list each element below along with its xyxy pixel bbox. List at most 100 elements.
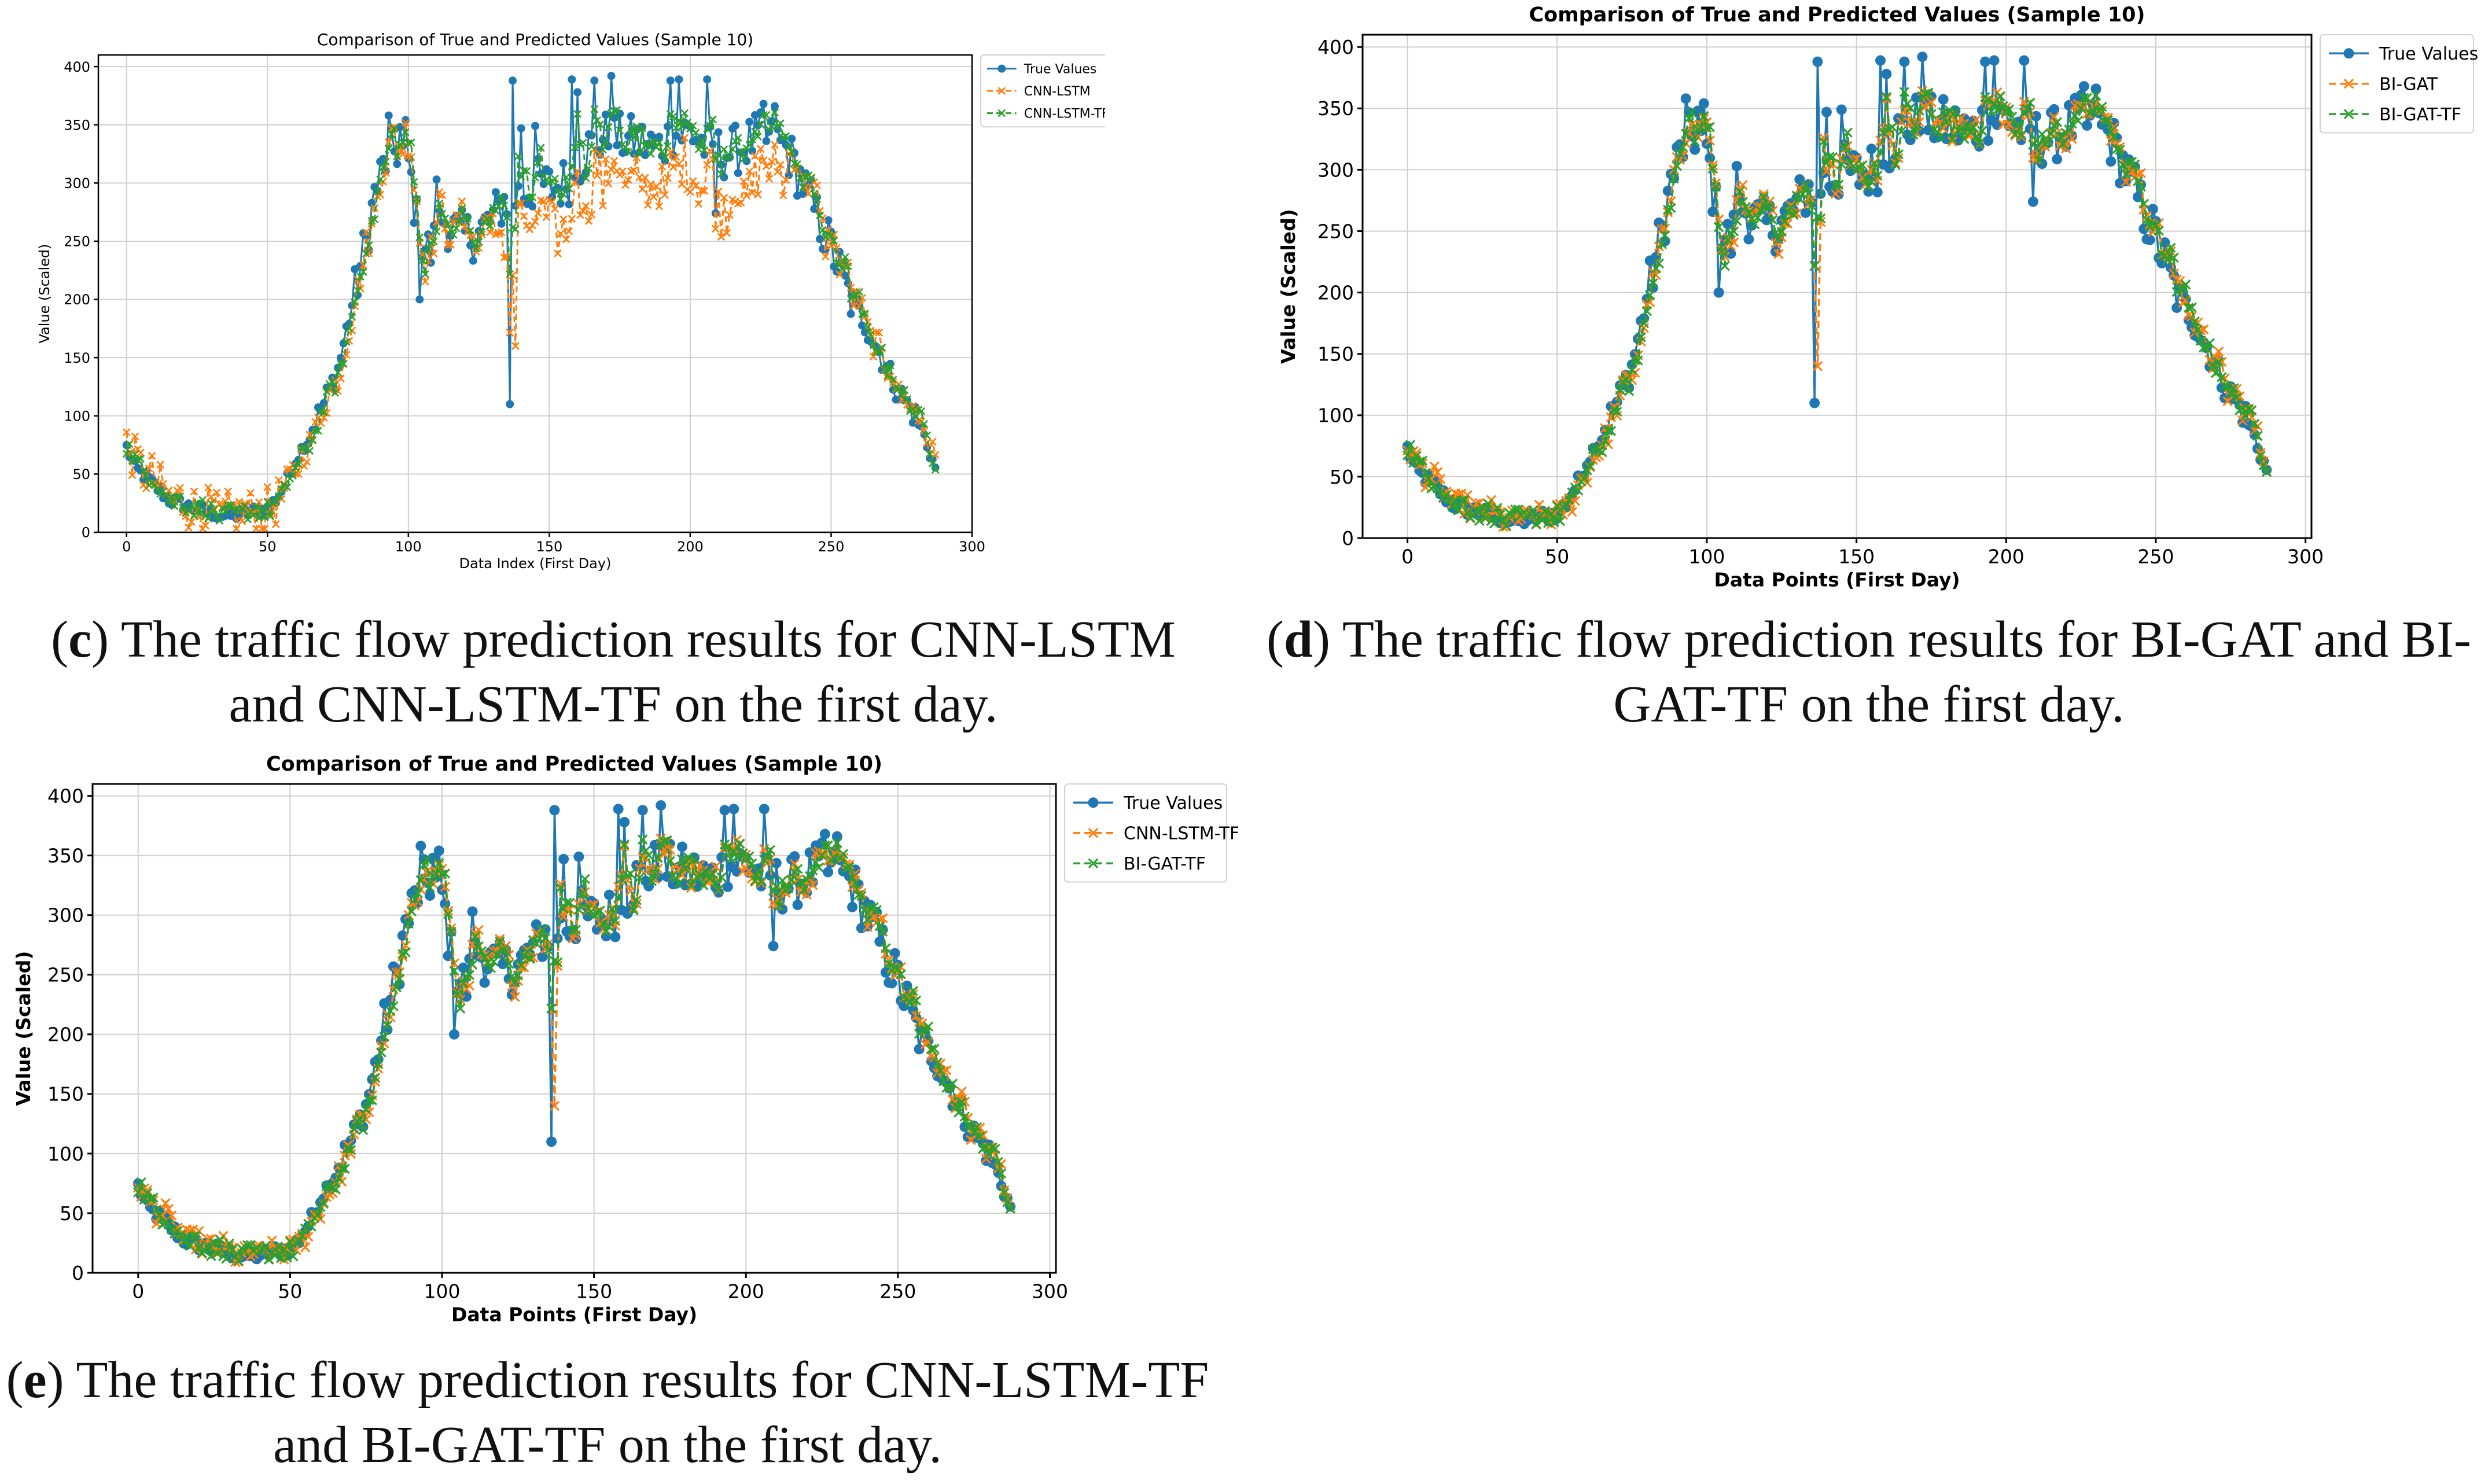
data-point (506, 270, 514, 278)
data-point (122, 450, 131, 458)
data-point (1705, 135, 1715, 146)
data-point (1773, 234, 1784, 244)
data-point (694, 200, 703, 208)
data-point (959, 1111, 970, 1122)
data-point (306, 1221, 316, 1232)
data-point (283, 465, 292, 474)
data-point (2046, 128, 2056, 139)
data-point (415, 295, 424, 304)
data-point (893, 964, 903, 974)
data-point (511, 225, 520, 233)
data-point (653, 863, 663, 874)
data-point (342, 337, 351, 346)
data-point (1941, 116, 1952, 127)
data-point (365, 241, 373, 249)
data-point (479, 952, 490, 963)
data-point (753, 866, 764, 877)
data-point (739, 177, 748, 186)
data-point (1947, 136, 1957, 147)
data-point (2115, 145, 2125, 155)
data-point (2261, 467, 2272, 477)
data-point (520, 167, 528, 175)
data-point (393, 152, 402, 160)
data-point (1833, 179, 1844, 190)
data-point (789, 851, 800, 862)
data-point (415, 233, 424, 242)
data-point (1857, 160, 1868, 171)
data-point (464, 980, 475, 991)
data-point (2243, 403, 2254, 414)
data-point (672, 124, 680, 132)
data-point (2252, 430, 2263, 441)
data-point (896, 969, 906, 979)
data-point (914, 417, 923, 425)
data-point (832, 838, 842, 848)
y-tick-label: 250 (47, 964, 84, 986)
data-point (1872, 170, 1883, 181)
data-point (830, 237, 838, 245)
data-point (1976, 105, 1987, 116)
data-point (2090, 83, 2101, 94)
y-tick-label: 250 (64, 234, 90, 250)
data-point (675, 75, 683, 84)
data-point (1917, 51, 1928, 62)
data-point (1998, 101, 2008, 112)
data-point (554, 249, 562, 257)
data-point (1779, 216, 1790, 227)
legend-label: True Values (1024, 62, 1097, 77)
data-point (1453, 505, 1464, 515)
data-point (305, 430, 314, 439)
data-point (743, 851, 754, 861)
data-point (793, 160, 801, 168)
y-tick-label: 350 (64, 117, 90, 133)
data-point (273, 1241, 284, 1252)
data-point (1447, 501, 1457, 511)
data-point (364, 1095, 374, 1106)
data-point (289, 472, 297, 480)
data-point (1812, 361, 1823, 371)
data-point (509, 76, 517, 85)
data-point (892, 385, 900, 393)
data-point (971, 1122, 982, 1133)
data-point (573, 110, 581, 118)
data-point (215, 516, 224, 525)
data-point (675, 116, 683, 125)
data-point (333, 1173, 344, 1184)
data-point (731, 121, 739, 130)
data-point (731, 852, 742, 863)
data-point (570, 143, 579, 152)
data-point (616, 126, 624, 135)
data-point (810, 205, 819, 213)
data-point (787, 134, 796, 143)
data-point (1489, 518, 1500, 529)
data-point (193, 499, 201, 507)
data-point (319, 399, 328, 407)
data-point (2075, 101, 2086, 112)
data-point (649, 193, 658, 201)
x-axis-label: Data Points (First Day) (1714, 568, 1960, 591)
data-point (194, 1243, 204, 1253)
y-tick-label: 300 (64, 175, 90, 192)
data-point (483, 958, 493, 969)
data-point (2258, 460, 2269, 470)
data-point (635, 150, 644, 159)
data-point (370, 215, 379, 223)
data-point (884, 958, 894, 969)
data-point (384, 111, 393, 120)
data-point (2097, 101, 2107, 112)
data-point (387, 130, 396, 138)
data-point (1836, 159, 1847, 170)
data-point (634, 872, 645, 883)
data-point (345, 1145, 356, 1155)
data-point (1699, 111, 1709, 121)
data-point (252, 502, 260, 511)
data-point (950, 1100, 961, 1110)
data-point (860, 328, 869, 337)
data-point (993, 1157, 1003, 1168)
data-point (1827, 152, 1838, 163)
data-point (1753, 212, 1763, 223)
data-point (604, 142, 613, 151)
data-point (1938, 123, 1949, 134)
data-point (552, 957, 563, 968)
data-point (816, 211, 824, 220)
